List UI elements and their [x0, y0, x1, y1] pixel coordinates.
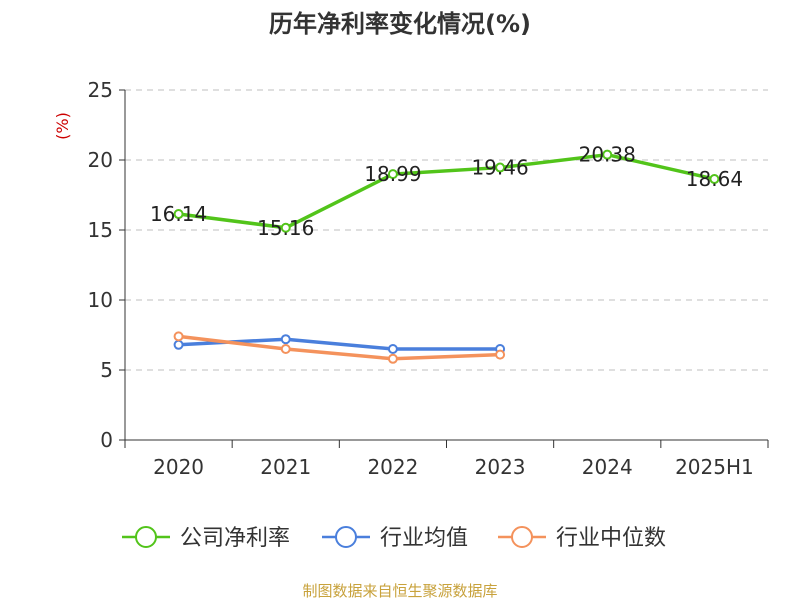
y-tick-label-25: 25: [88, 78, 113, 102]
series-group: [173, 149, 720, 364]
legend-marker-1: [335, 526, 357, 548]
x-tick-label-2024: 2024: [582, 455, 633, 479]
source-note: 制图数据来自恒生聚源数据库: [302, 582, 497, 600]
x-tick-label-2025H1: 2025H1: [675, 455, 754, 479]
point-2-2022: [387, 353, 398, 364]
point-1-2020: [173, 339, 184, 350]
point-0-2022: [387, 169, 398, 180]
series-line-0: [178, 152, 715, 230]
point-2-2020: [173, 331, 184, 342]
data-label-2020: 16.14: [150, 202, 207, 226]
legend-label-2: 行业中位数: [556, 526, 666, 551]
y-tick-label-5: 5: [100, 358, 113, 382]
point-0-2021: [280, 222, 291, 233]
y-tick-label-15: 15: [88, 218, 113, 242]
y-tick-label-20: 20: [88, 148, 113, 172]
legend-label-0: 公司净利率: [180, 526, 290, 551]
gridlines: [125, 89, 768, 371]
data-label-2021: 15.16: [257, 216, 314, 240]
legend-marker-2: [511, 526, 533, 548]
point-0-2024: [602, 149, 613, 160]
point-0-2020: [173, 209, 184, 220]
data-label-2022: 18.99: [364, 162, 421, 186]
data-label-2025H1: 18.64: [686, 167, 743, 191]
x-tick-label-2022: 2022: [367, 455, 418, 479]
y-tick-label-0: 0: [100, 428, 113, 452]
legend-marker-0: [135, 526, 157, 548]
x-tick-label-2020: 2020: [153, 455, 204, 479]
legend: 公司净利率 行业均值 行业中位数: [122, 526, 666, 551]
data-label-2024: 20.38: [579, 143, 636, 167]
point-0-2023: [495, 162, 506, 173]
y-tick-label-10: 10: [88, 288, 113, 312]
x-tick-label-2021: 2021: [260, 455, 311, 479]
data-label-2023: 19.46: [471, 156, 528, 180]
point-1-2022: [387, 344, 398, 354]
chart-title: 历年净利率变化情况(%): [269, 10, 531, 38]
y-axis-label: (%): [53, 112, 72, 140]
legend-label-1: 行业均值: [380, 526, 468, 551]
series-line-2: [178, 334, 501, 361]
point-0-2025H1: [709, 174, 720, 185]
x-tick-label-2023: 2023: [475, 455, 526, 479]
point-2-2021: [280, 344, 291, 354]
data-labels: 16.14 15.16 18.99 19.46 20.38 18.64: [150, 143, 743, 240]
axes: 0 5 10 15 20 25 2020 2021 2022 2023 2024 2025H1: [88, 78, 769, 479]
point-2-2023: [495, 349, 506, 360]
point-1-2021: [280, 334, 291, 345]
